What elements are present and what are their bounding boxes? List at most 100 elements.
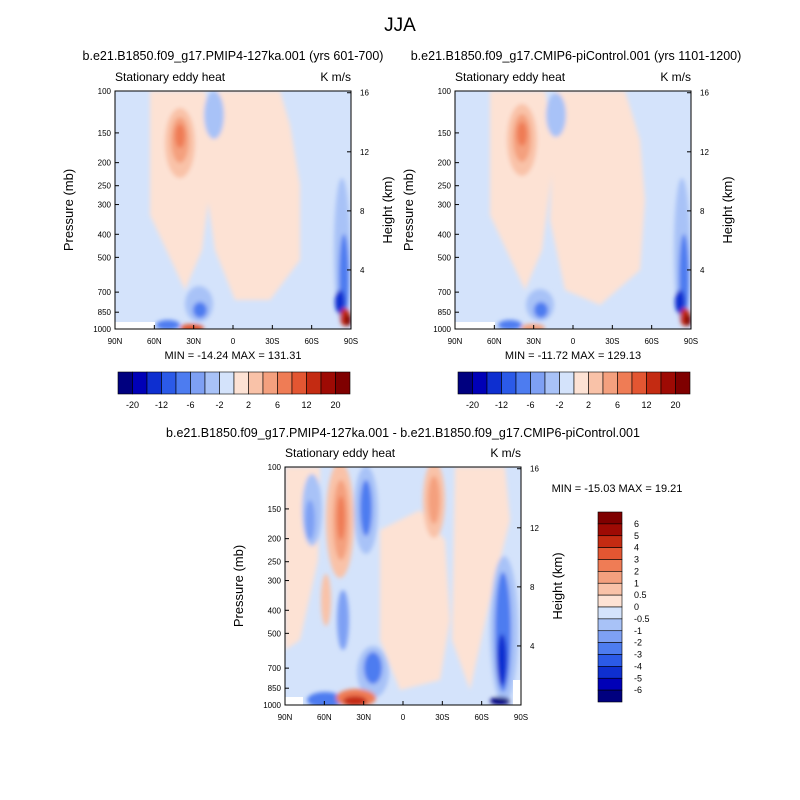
- panel-3-contour-cold-south-surface: [490, 697, 510, 705]
- colorbar-label: -2: [215, 400, 223, 410]
- panel-1-ylabel: Pressure (mb): [61, 169, 76, 251]
- colorbar-label: -6: [634, 685, 642, 695]
- panel-1-contour-warm-south-surface-core: [345, 314, 351, 326]
- x-tick-label: 60S: [645, 337, 659, 346]
- panel-1-y-ticks: 100 150 200 250 300 400 500 700 850 1000: [93, 87, 119, 334]
- panel-2-left-label: Stationary eddy heat: [455, 70, 566, 84]
- panel-2-ylabel: Pressure (mb): [401, 169, 416, 251]
- colorbar-label: 6: [634, 519, 639, 529]
- panel-3-missing-south: [513, 680, 521, 705]
- colorbar-box: [675, 371, 691, 395]
- colorbar-box: [646, 371, 662, 395]
- colorbar-box: [320, 371, 336, 395]
- panel-3-contour-cold-jet-south-core: [360, 480, 372, 536]
- panel-1-contour-warm-mid: [205, 91, 300, 300]
- y-right-tick-label: 16: [700, 89, 709, 98]
- x-tick-label: 60N: [317, 713, 332, 722]
- y-tick-label: 250: [98, 182, 112, 191]
- colorbar-box: [597, 523, 623, 537]
- y-tick-label: 200: [268, 535, 282, 544]
- panel-1-contour-cold-south-deep: [335, 290, 345, 314]
- y-tick-label: 150: [98, 129, 112, 138]
- panel-3-missing-surface: [285, 697, 303, 705]
- colorbar-box: [233, 371, 249, 395]
- y-right-tick-label: 12: [700, 148, 709, 157]
- panel-1: b.e21.B1850.f09_g17.PMIP4-127ka.001 (yrs…: [61, 49, 395, 410]
- colorbar-box: [597, 606, 623, 620]
- x-tick-label: 90N: [278, 713, 293, 722]
- panel-1-title: b.e21.B1850.f09_g17.PMIP4-127ka.001 (yrs…: [83, 49, 384, 63]
- panel-3-ylabel: Pressure (mb): [231, 545, 246, 627]
- colorbar-label: -5: [634, 673, 642, 683]
- y-tick-label: 500: [438, 253, 452, 262]
- y-tick-label: 200: [438, 159, 452, 168]
- y-right-tick-label: 8: [530, 583, 535, 592]
- panel-2-contour-warm-south-surface-core: [685, 314, 691, 326]
- panel-2-contour-cold-surface: [498, 320, 522, 329]
- colorbar-label: -12: [495, 400, 508, 410]
- x-tick-label: 30S: [605, 337, 619, 346]
- colorbar-box: [597, 571, 623, 584]
- panel-3-right-label: K m/s: [490, 446, 521, 460]
- colorbar-box: [597, 582, 623, 596]
- panel-1-plot-area: [115, 91, 351, 329]
- panel-2-contour-cold-lower-core: [534, 302, 548, 318]
- y-tick-label: 400: [268, 606, 282, 615]
- panel-1-minmax: MIN = -14.24 MAX = 131.31: [165, 350, 302, 362]
- y-tick-label: 250: [438, 182, 452, 191]
- y-right-tick-label: 4: [360, 266, 365, 275]
- panel-3-contours: [285, 467, 518, 705]
- y-tick-label: 700: [98, 288, 112, 297]
- x-tick-label: 30S: [435, 713, 449, 722]
- colorbar-label: 4: [634, 543, 639, 553]
- colorbar-box: [248, 371, 264, 395]
- panel-2-contour-warm-upper: [490, 91, 555, 290]
- colorbar-box: [335, 371, 351, 395]
- panel-3-y-ticks: 100 150 200 250 300 400 500 700 850 1000: [263, 463, 289, 710]
- panel-2-ylabel-right: Height (km): [720, 176, 735, 243]
- colorbar-box: [597, 642, 623, 655]
- colorbar-label: -2: [634, 638, 642, 648]
- colorbar-box: [146, 371, 162, 395]
- colorbar-box: [597, 535, 623, 548]
- colorbar-box: [132, 371, 148, 395]
- colorbar-box: [117, 371, 133, 395]
- y-tick-label: 1000: [433, 325, 451, 334]
- panel-3-contour-warm-center: [380, 510, 450, 690]
- colorbar-label: 12: [641, 400, 651, 410]
- panel-1-missing-surface: [115, 322, 155, 329]
- panel-1-y-right-ticks: 16 12 8 4: [347, 89, 369, 275]
- colorbar-box: [597, 594, 623, 608]
- colorbar-label: 5: [634, 531, 639, 541]
- panel-1-right-label: K m/s: [320, 70, 351, 84]
- x-tick-label: 90S: [344, 337, 358, 346]
- colorbar-label: -6: [186, 400, 194, 410]
- colorbar-label: -4: [634, 661, 642, 671]
- y-tick-label: 400: [438, 230, 452, 239]
- y-tick-label: 200: [98, 159, 112, 168]
- panel-2-plot-area: [455, 91, 691, 329]
- y-tick-label: 700: [438, 288, 452, 297]
- colorbar-box: [597, 689, 623, 703]
- colorbar-box: [597, 677, 623, 691]
- colorbar-label: 12: [301, 400, 311, 410]
- x-tick-label: 30N: [186, 337, 201, 346]
- x-tick-label: 90S: [514, 713, 528, 722]
- x-tick-label: 60N: [147, 337, 162, 346]
- colorbar-box: [602, 371, 618, 395]
- y-tick-label: 100: [438, 87, 452, 96]
- panel-2: b.e21.B1850.f09_g17.CMIP6-piControl.001 …: [401, 49, 741, 410]
- colorbar-label: 0.5: [634, 590, 647, 600]
- colorbar-box: [617, 371, 633, 395]
- colorbar-box: [219, 371, 235, 395]
- panel-3: b.e21.B1850.f09_g17.PMIP4-127ka.001 - b.…: [166, 426, 682, 722]
- colorbar-box: [306, 371, 322, 395]
- x-tick-label: 30N: [356, 713, 371, 722]
- colorbar-label: 6: [615, 400, 620, 410]
- colorbar-box: [501, 371, 517, 395]
- colorbar-label: -2: [555, 400, 563, 410]
- colorbar-box: [277, 371, 293, 395]
- colorbar-box: [544, 371, 560, 395]
- panel-3-plot-area: [285, 467, 521, 705]
